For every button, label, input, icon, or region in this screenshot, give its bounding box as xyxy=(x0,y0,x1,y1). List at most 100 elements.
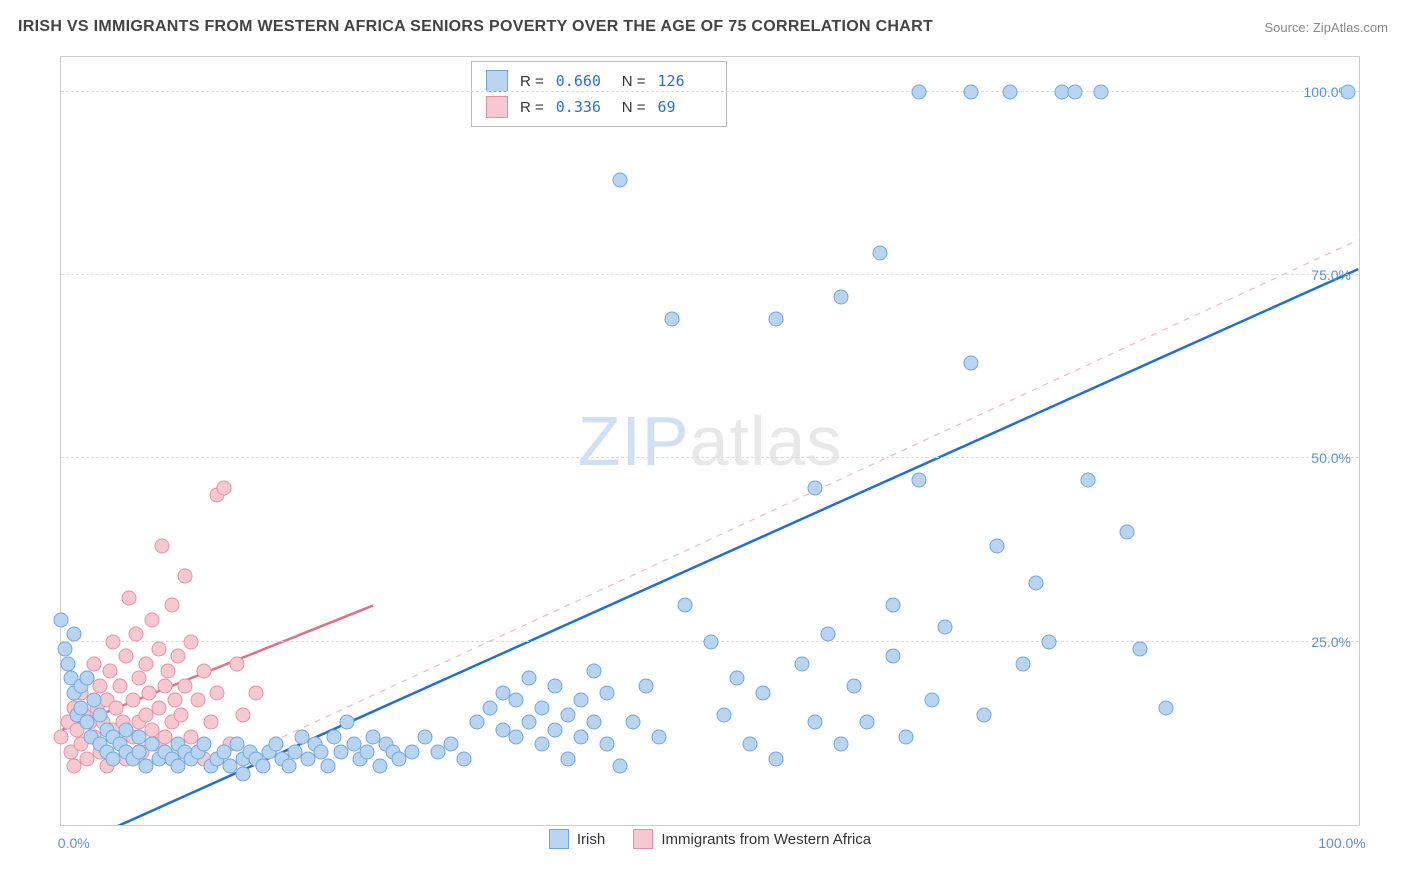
scatter-point-irish xyxy=(281,759,296,774)
scatter-point-irish xyxy=(925,693,940,708)
scatter-point-irish xyxy=(964,84,979,99)
scatter-point-irish xyxy=(899,730,914,745)
scatter-point-irish xyxy=(652,730,667,745)
watermark-zip: ZIP xyxy=(578,402,690,480)
y-tick-label: 25.0% xyxy=(1311,634,1351,650)
legend-item-irish: Irish xyxy=(549,829,605,849)
scatter-point-irish xyxy=(938,620,953,635)
scatter-point-irish xyxy=(808,715,823,730)
scatter-point-irish xyxy=(418,730,433,745)
scatter-point-irish xyxy=(327,730,342,745)
scatter-point-irish xyxy=(1133,642,1148,657)
scatter-point-irish xyxy=(457,752,472,767)
scatter-point-wafrica xyxy=(132,671,147,686)
scatter-point-irish xyxy=(535,700,550,715)
scatter-point-wafrica xyxy=(190,693,205,708)
scatter-point-wafrica xyxy=(93,678,108,693)
scatter-point-irish xyxy=(704,634,719,649)
n-value-irish: 126 xyxy=(658,72,712,90)
scatter-point-irish xyxy=(873,246,888,261)
scatter-point-irish xyxy=(756,686,771,701)
source-link[interactable]: ZipAtlas.com xyxy=(1313,20,1388,35)
swatch-irish xyxy=(486,70,508,92)
scatter-point-irish xyxy=(522,715,537,730)
scatter-point-irish xyxy=(743,737,758,752)
scatter-point-irish xyxy=(1159,700,1174,715)
scatter-point-irish xyxy=(522,671,537,686)
scatter-point-irish xyxy=(678,598,693,613)
n-label: N = xyxy=(622,99,646,116)
scatter-point-wafrica xyxy=(151,700,166,715)
scatter-point-irish xyxy=(340,715,355,730)
scatter-point-wafrica xyxy=(210,686,225,701)
scatter-point-wafrica xyxy=(236,708,251,723)
swatch-wafrica xyxy=(633,829,653,849)
scatter-point-irish xyxy=(665,312,680,327)
scatter-point-wafrica xyxy=(151,642,166,657)
scatter-point-irish xyxy=(1042,634,1057,649)
watermark: ZIPatlas xyxy=(578,401,843,481)
scatter-point-irish xyxy=(561,752,576,767)
scatter-point-irish xyxy=(1016,656,1031,671)
n-value-wafrica: 69 xyxy=(658,98,712,116)
scatter-point-wafrica xyxy=(173,708,188,723)
scatter-point-irish xyxy=(1120,524,1135,539)
scatter-point-irish xyxy=(964,356,979,371)
scatter-point-irish xyxy=(60,656,75,671)
scatter-point-irish xyxy=(1003,84,1018,99)
legend-label-wafrica: Immigrants from Western Africa xyxy=(661,831,871,848)
scatter-point-irish xyxy=(86,693,101,708)
scatter-point-irish xyxy=(574,730,589,745)
scatter-point-wafrica xyxy=(249,686,264,701)
scatter-point-irish xyxy=(1094,84,1109,99)
scatter-point-wafrica xyxy=(125,693,140,708)
scatter-point-irish xyxy=(1068,84,1083,99)
scatter-point-wafrica xyxy=(160,664,175,679)
scatter-point-irish xyxy=(372,759,387,774)
scatter-point-irish xyxy=(444,737,459,752)
scatter-point-irish xyxy=(314,744,329,759)
scatter-point-irish xyxy=(197,737,212,752)
scatter-point-irish xyxy=(977,708,992,723)
scatter-point-wafrica xyxy=(203,715,218,730)
correlation-legend: R = 0.660 N = 126 R = 0.336 N = 69 xyxy=(471,61,727,127)
scatter-point-wafrica xyxy=(177,678,192,693)
scatter-point-wafrica xyxy=(158,678,173,693)
watermark-atlas: atlas xyxy=(690,402,843,480)
scatter-point-wafrica xyxy=(171,649,186,664)
scatter-point-irish xyxy=(268,737,283,752)
swatch-irish xyxy=(549,829,569,849)
scatter-point-wafrica xyxy=(155,539,170,554)
scatter-point-wafrica xyxy=(197,664,212,679)
scatter-point-irish xyxy=(80,671,95,686)
scatter-point-irish xyxy=(769,752,784,767)
scatter-point-irish xyxy=(320,759,335,774)
scatter-point-irish xyxy=(886,649,901,664)
scatter-point-irish xyxy=(509,730,524,745)
r-value-wafrica: 0.336 xyxy=(556,98,610,116)
scatter-point-irish xyxy=(600,686,615,701)
scatter-point-wafrica xyxy=(164,598,179,613)
scatter-point-wafrica xyxy=(54,730,69,745)
scatter-point-irish xyxy=(626,715,641,730)
scatter-point-wafrica xyxy=(168,693,183,708)
scatter-point-irish xyxy=(860,715,875,730)
gridline xyxy=(61,91,1359,92)
y-tick-label: 50.0% xyxy=(1311,450,1351,466)
scatter-point-wafrica xyxy=(177,568,192,583)
scatter-point-wafrica xyxy=(216,480,231,495)
r-label: R = xyxy=(520,99,544,116)
scatter-point-irish xyxy=(548,722,563,737)
scatter-point-irish xyxy=(57,642,72,657)
scatter-point-irish xyxy=(886,598,901,613)
scatter-point-irish xyxy=(470,715,485,730)
scatter-point-wafrica xyxy=(145,612,160,627)
legend-row-wafrica: R = 0.336 N = 69 xyxy=(486,94,712,120)
scatter-point-irish xyxy=(255,759,270,774)
scatter-point-wafrica xyxy=(112,678,127,693)
scatter-point-irish xyxy=(93,708,108,723)
scatter-point-irish xyxy=(483,700,498,715)
scatter-point-irish xyxy=(730,671,745,686)
legend-label-irish: Irish xyxy=(577,831,605,848)
scatter-point-irish xyxy=(808,480,823,495)
